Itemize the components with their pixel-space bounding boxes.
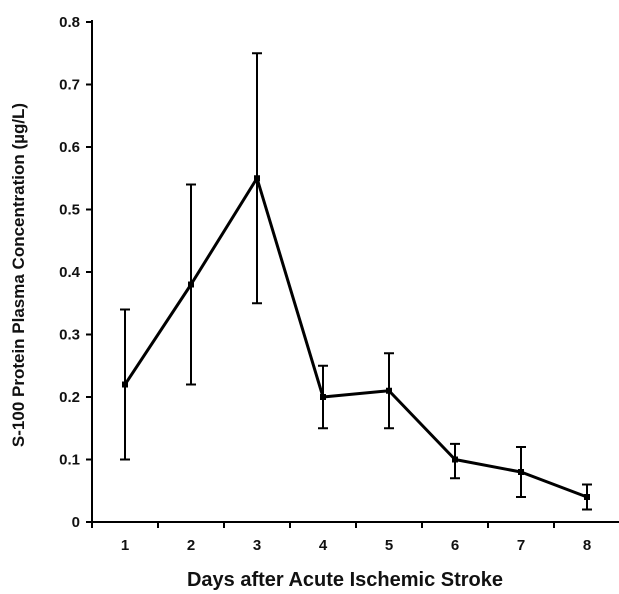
y-tick-label: 0.5 xyxy=(59,202,80,219)
y-tick-label: 0.3 xyxy=(59,327,80,344)
y-tick-label: 0.6 xyxy=(59,139,80,156)
data-point xyxy=(518,469,524,475)
data-point xyxy=(320,394,326,400)
y-tick-label: 0.7 xyxy=(59,77,80,94)
y-axis-title: S-100 Protein Plasma Concentration (µg/L… xyxy=(9,103,28,447)
data-point xyxy=(386,387,392,394)
x-tick-label: 5 xyxy=(385,537,393,554)
y-tick-label: 0.2 xyxy=(59,389,80,406)
x-tick-label: 8 xyxy=(583,537,591,554)
x-tick-label: 4 xyxy=(319,537,328,554)
x-tick-label: 3 xyxy=(253,537,261,554)
y-tick-label: 0.1 xyxy=(59,452,80,469)
series-layer xyxy=(120,52,592,511)
x-axis-title: Days after Acute Ischemic Stroke xyxy=(187,569,503,591)
x-tick-label: 1 xyxy=(121,537,129,554)
data-point xyxy=(254,175,260,182)
data-point xyxy=(188,281,194,288)
x-tick-label: 2 xyxy=(187,537,195,554)
x-tick-label: 6 xyxy=(451,537,459,554)
y-axis: 0 0.1 0.2 0.3 0.4 0.5 0.6 0.7 0.8 xyxy=(59,14,93,531)
series-line xyxy=(123,176,588,499)
x-tick-label: 7 xyxy=(517,537,525,554)
data-point xyxy=(452,456,458,463)
x-axis: 1 2 3 4 5 6 7 8 xyxy=(91,521,619,554)
data-point xyxy=(122,381,128,388)
y-tick-label: 0.8 xyxy=(59,14,80,31)
y-tick-label: 0 xyxy=(72,514,80,531)
data-point xyxy=(584,494,590,500)
y-tick-label: 0.4 xyxy=(59,264,81,281)
